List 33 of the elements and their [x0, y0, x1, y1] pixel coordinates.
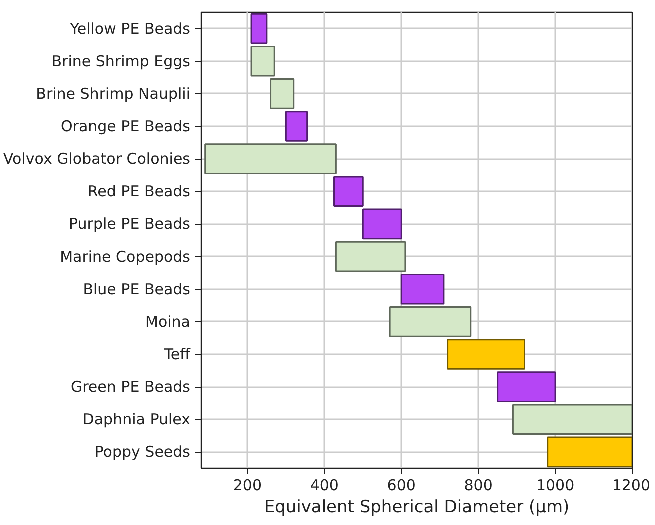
y-tick-label: Blue PE Beads	[83, 280, 191, 298]
x-tick-label: 200	[233, 476, 262, 494]
y-tick-label: Daphnia Pulex	[82, 410, 191, 429]
y-tick-label: Poppy Seeds	[94, 443, 191, 462]
bar	[250, 13, 268, 44]
bar	[547, 436, 632, 468]
x-tick-label: 600	[387, 476, 416, 494]
x-tick-label: 800	[464, 476, 493, 494]
x-axis-title: Equivalent Spherical Diameter (μm)	[264, 498, 570, 518]
bar	[285, 111, 308, 142]
y-tick-label: Brine Shrimp Eggs	[52, 52, 191, 70]
bar	[335, 241, 406, 272]
bar	[334, 176, 364, 208]
bar	[447, 339, 526, 370]
bar	[204, 144, 337, 174]
y-tick-label: Yellow PE Beads	[69, 20, 191, 38]
y-tick-label: Orange PE Beads	[60, 118, 191, 136]
y-tick-label: Volvox Globator Colonies	[3, 150, 191, 168]
bar	[362, 208, 402, 240]
x-tick-label: 400	[310, 476, 339, 494]
x-tick-label: 1000	[536, 476, 575, 494]
bar	[389, 306, 472, 338]
bar	[512, 404, 632, 436]
bar	[497, 372, 556, 402]
y-tick-label: Green PE Beads	[70, 378, 191, 396]
y-tick-label: Moina	[146, 312, 191, 331]
y-tick-label: Teff	[163, 346, 192, 364]
bar	[400, 274, 445, 305]
y-tick-label: Purple PE Beads	[69, 215, 191, 234]
y-tick-label: Red PE Beads	[88, 182, 191, 201]
y-tick-label: Brine Shrimp Nauplii	[36, 84, 191, 103]
y-tick-label: Marine Copepods	[60, 248, 191, 266]
x-tick-label: 1200	[612, 476, 651, 494]
